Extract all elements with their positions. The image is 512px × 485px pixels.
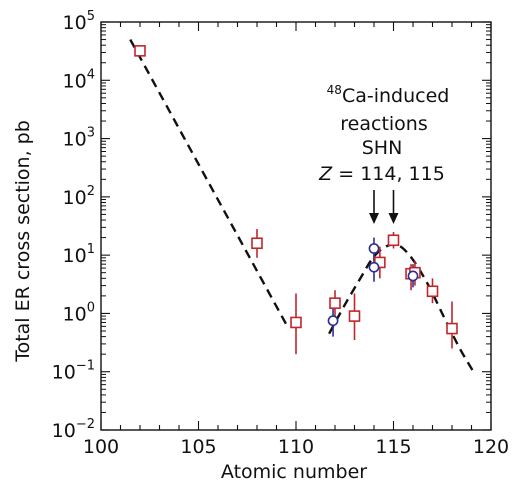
y-tick-label: 104: [63, 67, 95, 92]
data-markers: [134, 45, 458, 335]
x-tick-label: 110: [278, 436, 314, 458]
plot-frame: [100, 21, 492, 431]
x-tick-label: 100: [83, 436, 119, 458]
y-tick-label: 10−2: [52, 417, 95, 442]
shn-label: SHN: [362, 137, 403, 159]
y-tick-base: 10: [63, 12, 87, 34]
circle-marker: [368, 243, 380, 254]
x-axis-label: Atomic number: [221, 461, 367, 483]
y-tick-label: 101: [63, 242, 95, 267]
axis-ticks: [100, 21, 492, 431]
y-tick-exponent: 1: [87, 242, 95, 257]
x-tick-label: 120: [473, 436, 509, 458]
arrow-head: [388, 213, 399, 224]
x-tick-label: 115: [375, 436, 411, 458]
x-tick-label: 105: [180, 436, 216, 458]
x-tick-labels: 100 105 110 115 120: [83, 436, 509, 458]
z-values: = 114, 115: [332, 163, 445, 185]
y-tick-base: 10: [63, 70, 87, 92]
square-marker: [251, 237, 263, 250]
y-tick-base: 10: [63, 187, 87, 209]
z-symbol: Z: [318, 163, 333, 185]
square-marker: [387, 234, 400, 247]
y-tick-exponent: 0: [87, 300, 95, 315]
y-tick-base: 10: [63, 129, 87, 151]
reaction-annotation-line2: reactions: [340, 113, 427, 135]
reaction-line1: Ca-induced: [342, 85, 449, 107]
plot-border: [100, 21, 492, 431]
y-tick-label: 10−1: [52, 359, 95, 384]
y-tick-exponent: 5: [87, 9, 95, 24]
square-marker: [348, 310, 361, 322]
z-values-label: Z = 114, 115: [318, 163, 445, 185]
y-tick-base: 10: [63, 303, 87, 325]
square-marker: [329, 297, 341, 309]
y-tick-exponent: 2: [87, 184, 95, 199]
square-marker: [290, 316, 302, 329]
y-axis-label: Total ER cross section, pb: [12, 120, 34, 363]
circle-marker: [368, 261, 380, 273]
arrow-head: [369, 213, 379, 224]
y-tick-base: 10: [52, 420, 76, 442]
y-tick-exponent: −1: [76, 359, 95, 374]
y-tick-base: 10: [52, 362, 76, 384]
y-tick-exponent: 4: [87, 67, 95, 82]
reaction-annotation: 48Ca-induced: [327, 83, 450, 107]
circle-marker: [407, 270, 419, 282]
y-tick-label: 100: [63, 300, 95, 325]
square-marker: [426, 285, 439, 298]
y-tick-base: 10: [63, 245, 87, 267]
circle-marker: [327, 315, 339, 327]
y-tick-exponent: −2: [76, 417, 95, 432]
square-marker: [446, 322, 458, 335]
y-tick-label: 103: [63, 126, 95, 151]
square-marker: [134, 45, 146, 57]
y-tick-label: 105: [63, 9, 95, 34]
fit-curve-1: [129, 38, 288, 325]
y-tick-label: 102: [63, 184, 95, 209]
y-tick-exponent: 3: [87, 126, 95, 141]
mass-number-superscript: 48: [327, 83, 342, 97]
shn-arrows: [369, 190, 399, 224]
